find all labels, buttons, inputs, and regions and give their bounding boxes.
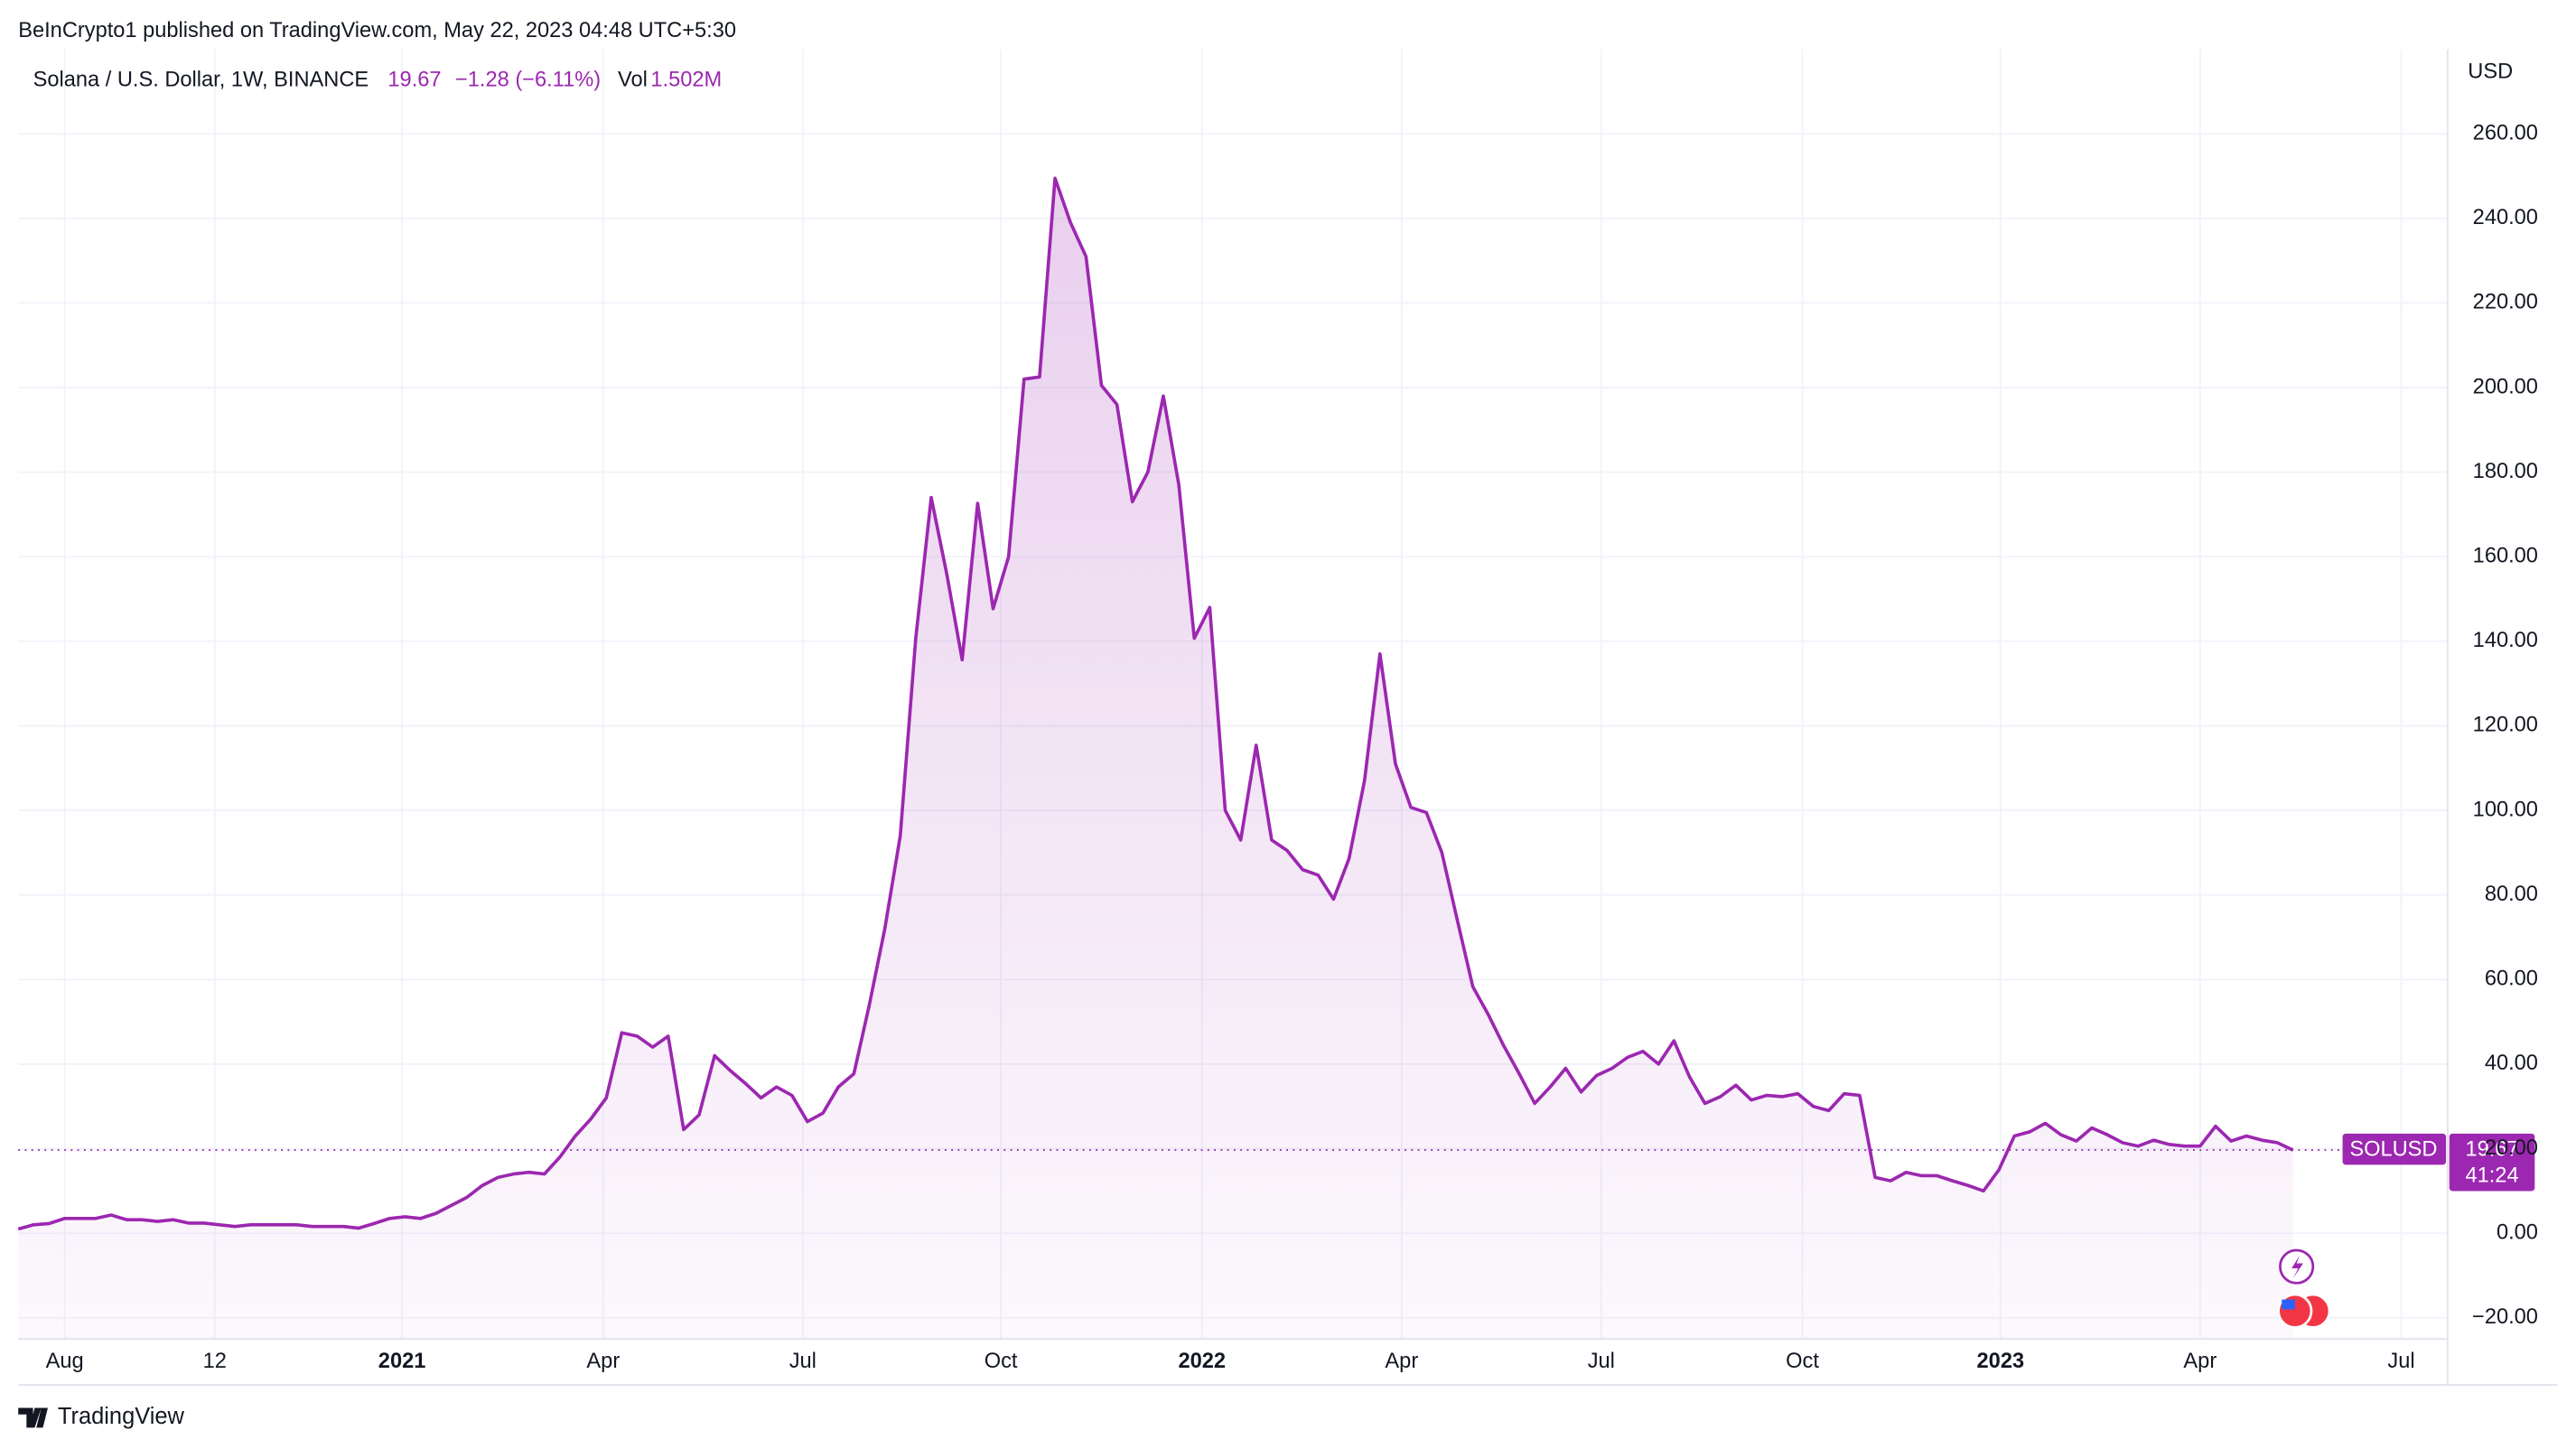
volume-label: Vol xyxy=(618,68,648,91)
published-by: BeInCrypto1 published on TradingView.com… xyxy=(18,19,736,42)
y-tick-label: −20.00 xyxy=(2472,1305,2538,1329)
x-tick-label: Apr xyxy=(586,1350,620,1373)
y-tick-label: 60.00 xyxy=(2485,968,2538,991)
event-icons[interactable] xyxy=(2277,1248,2331,1329)
y-tick-label: 260.00 xyxy=(2473,121,2538,145)
x-tick-label: Jul xyxy=(789,1350,817,1373)
y-tick-label: 140.00 xyxy=(2473,629,2538,652)
last-price: 19.67 xyxy=(387,68,441,91)
price-change: −1.28 (−6.11%) xyxy=(455,68,601,91)
y-tick-label: 200.00 xyxy=(2473,375,2538,398)
price-badge xyxy=(2449,1133,2535,1192)
y-tick-label: 160.00 xyxy=(2473,544,2538,567)
badge: SOLUSD 19.67 41:24 xyxy=(2342,1133,2535,1192)
ticker: SOLUSD xyxy=(2349,1137,2437,1161)
x-tick-label: Aug xyxy=(46,1350,84,1373)
y-tick-label: 240.00 xyxy=(2473,206,2538,229)
y-tick-label: 220.00 xyxy=(2473,291,2538,314)
x-tick-label: 2022 xyxy=(1179,1350,1227,1373)
footer-brand: TradingView xyxy=(58,1404,185,1429)
symbol: Solana / U.S. Dollar, 1W, BINANCE xyxy=(33,68,369,91)
logo-mark xyxy=(18,1407,48,1428)
ticker-badge xyxy=(2342,1133,2447,1165)
x-tick-label: Oct xyxy=(985,1350,1018,1373)
y-tick-label: 20.00 xyxy=(2485,1136,2538,1160)
x-tick-label: 2023 xyxy=(1977,1350,2025,1373)
x-tick-label: Jul xyxy=(2387,1350,2414,1373)
area xyxy=(18,178,2293,1340)
price-badge-value: 19.67 xyxy=(2465,1137,2518,1161)
countdown: 41:24 xyxy=(2465,1164,2518,1187)
line xyxy=(17,176,2294,1231)
x-tick-label: 2021 xyxy=(378,1350,426,1373)
y-tick-label: 0.00 xyxy=(2497,1220,2538,1244)
y-tick-label: 40.00 xyxy=(2485,1052,2538,1075)
y-tick-label: 80.00 xyxy=(2485,883,2538,906)
x-tick-label: Apr xyxy=(2183,1350,2217,1373)
x-tick-label: Oct xyxy=(1786,1350,1819,1373)
flag-canton xyxy=(2282,1299,2295,1310)
x-tick-label: 12 xyxy=(203,1350,227,1373)
plot xyxy=(17,176,2448,1340)
footer-logo: TradingView xyxy=(18,1404,185,1429)
event-icon-bolt xyxy=(2291,1255,2303,1278)
y-tick-label: 100.00 xyxy=(2473,798,2538,821)
y-tick-label: 180.00 xyxy=(2473,460,2538,483)
x-tick-label: Jul xyxy=(1588,1350,1615,1373)
x-tick-label: Apr xyxy=(1385,1350,1418,1373)
volume: 1.502M xyxy=(650,68,722,91)
y-tick-label: 120.00 xyxy=(2473,714,2538,737)
currency: USD xyxy=(2468,60,2513,83)
